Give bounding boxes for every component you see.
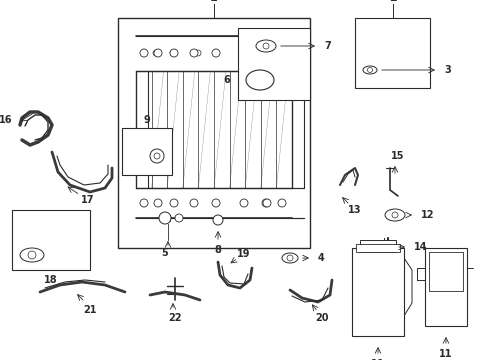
Bar <box>351 248 403 336</box>
Circle shape <box>150 149 163 163</box>
Text: 22: 22 <box>168 313 182 323</box>
Bar <box>428 252 462 291</box>
Circle shape <box>278 49 285 57</box>
Circle shape <box>190 199 198 207</box>
Circle shape <box>240 199 247 207</box>
Ellipse shape <box>362 66 376 74</box>
Circle shape <box>28 251 36 259</box>
Text: 12: 12 <box>420 210 434 220</box>
Circle shape <box>140 199 148 207</box>
Ellipse shape <box>282 253 297 263</box>
Circle shape <box>212 49 220 57</box>
Circle shape <box>170 199 178 207</box>
Text: 21: 21 <box>83 305 97 315</box>
Circle shape <box>190 49 198 57</box>
Ellipse shape <box>256 40 275 52</box>
Circle shape <box>240 49 247 57</box>
Bar <box>12 210 90 270</box>
Circle shape <box>367 68 372 72</box>
Bar <box>424 248 466 326</box>
Circle shape <box>391 212 397 218</box>
Circle shape <box>263 43 268 49</box>
Bar <box>238 28 309 100</box>
Circle shape <box>154 199 162 207</box>
Ellipse shape <box>20 248 44 262</box>
Text: 2: 2 <box>388 0 396 3</box>
Bar <box>355 244 399 252</box>
Text: 11: 11 <box>438 349 452 359</box>
Text: 17: 17 <box>81 195 95 205</box>
Circle shape <box>212 199 220 207</box>
Text: 8: 8 <box>214 245 221 255</box>
Text: 10: 10 <box>370 359 384 360</box>
Text: 5: 5 <box>162 248 168 258</box>
Text: 7: 7 <box>324 41 330 51</box>
Text: 6: 6 <box>223 75 229 85</box>
Circle shape <box>278 199 285 207</box>
Text: 14: 14 <box>413 242 427 252</box>
Circle shape <box>262 49 269 57</box>
Circle shape <box>140 49 148 57</box>
Text: 3: 3 <box>443 65 450 75</box>
Ellipse shape <box>245 70 273 90</box>
Circle shape <box>263 49 270 57</box>
Bar <box>359 240 395 252</box>
Circle shape <box>170 50 176 56</box>
Bar <box>354 18 429 88</box>
Circle shape <box>263 199 270 207</box>
Circle shape <box>153 50 159 56</box>
Circle shape <box>159 212 171 224</box>
Text: 19: 19 <box>237 249 250 259</box>
Bar <box>122 128 172 175</box>
Circle shape <box>170 49 178 57</box>
Circle shape <box>154 49 162 57</box>
Circle shape <box>195 50 201 56</box>
Text: 15: 15 <box>390 151 404 161</box>
Text: 20: 20 <box>315 313 328 323</box>
Circle shape <box>262 199 269 207</box>
Text: 13: 13 <box>347 205 361 215</box>
Text: 4: 4 <box>317 253 324 263</box>
Ellipse shape <box>384 209 404 221</box>
Text: 1: 1 <box>210 0 218 3</box>
Text: 16: 16 <box>0 115 12 125</box>
Circle shape <box>286 255 292 261</box>
Text: 9: 9 <box>143 115 150 125</box>
Bar <box>118 18 309 248</box>
Circle shape <box>213 215 223 225</box>
Circle shape <box>175 214 183 222</box>
Circle shape <box>154 153 160 159</box>
Text: 18: 18 <box>44 275 58 285</box>
